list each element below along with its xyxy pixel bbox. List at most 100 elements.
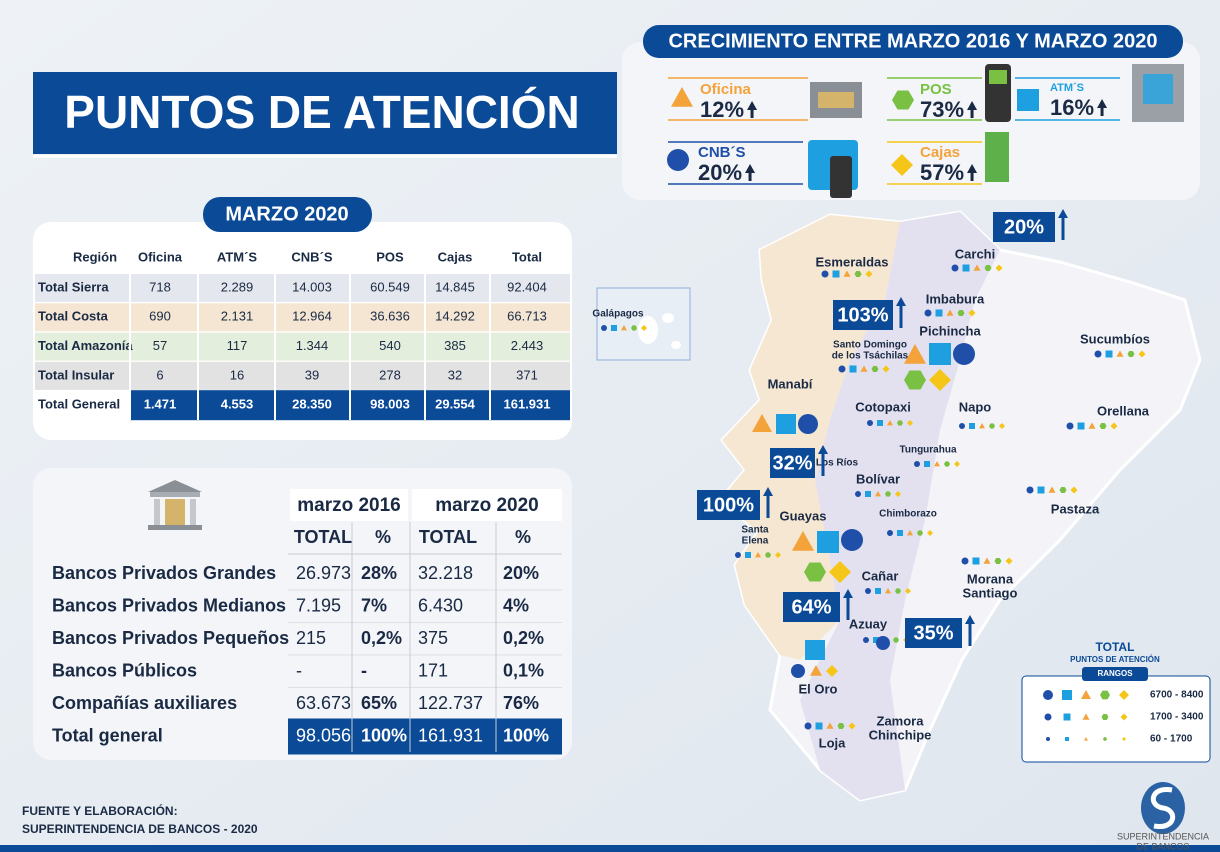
- growth-callout: 32%: [772, 452, 812, 474]
- hexagon-symbol: [854, 270, 862, 278]
- triangle-symbol: [843, 270, 851, 277]
- triangle-symbol: [1048, 486, 1056, 493]
- table2-cell: -: [361, 660, 367, 680]
- arrow-head: [967, 101, 978, 110]
- arrow-head: [745, 164, 756, 173]
- square-symbol: [1037, 486, 1045, 494]
- hexagon-symbol: [892, 90, 914, 110]
- region-label: Santo Domingo: [833, 340, 907, 351]
- circle-symbol: [863, 637, 869, 643]
- table1-cell: 92.404: [507, 279, 547, 294]
- table2-cell: 0,2%: [503, 628, 544, 648]
- diamond-symbol: [775, 552, 781, 558]
- triangle-symbol: [860, 365, 868, 372]
- footer-bar: [0, 845, 1220, 852]
- region-label: Esmeraldas: [816, 254, 889, 269]
- triangle-symbol: [875, 491, 881, 497]
- region-label: Cotopaxi: [855, 399, 911, 414]
- table1-row-label: Total Amazonía: [38, 338, 133, 353]
- triangle-symbol: [1116, 350, 1124, 357]
- region-label: Guayas: [780, 508, 827, 523]
- triangle-symbol: [752, 414, 772, 432]
- growth-callout-bg: [697, 490, 760, 520]
- region-label: Zamora: [877, 713, 925, 728]
- square-symbol: [929, 343, 951, 365]
- triangle-symbol: [887, 420, 893, 426]
- table2-row-label: Total general: [52, 725, 163, 745]
- table1-cell: 385: [444, 338, 466, 353]
- hexagon-symbol: [989, 423, 995, 429]
- table1-cell: 36.636: [370, 309, 410, 324]
- growth-callout: 100%: [703, 494, 754, 516]
- table1-header-cell: Región: [73, 249, 117, 264]
- hexagon-symbol: [765, 552, 771, 558]
- table2-cell: 161.931: [418, 725, 483, 745]
- square-symbol: [849, 365, 857, 373]
- diamond-symbol: [895, 491, 901, 497]
- growth-item-frame: [668, 141, 803, 185]
- source-line: SUPERINTENDENCIA DE BANCOS - 2020: [22, 822, 258, 836]
- region-label: Pichincha: [919, 323, 981, 338]
- region-label: Sucumbíos: [1080, 331, 1150, 346]
- diamond-symbol: [1120, 713, 1128, 721]
- table1-cell: 161.931: [504, 397, 551, 412]
- island: [671, 341, 681, 349]
- hexagon-symbol: [885, 491, 891, 497]
- hexagon-symbol: [1103, 737, 1107, 741]
- table2-cell: 63.673: [296, 693, 351, 713]
- table2-cell: 7%: [361, 595, 387, 615]
- diamond-symbol: [882, 365, 890, 373]
- pos-icon-screen: [989, 70, 1007, 84]
- circle-symbol: [959, 423, 965, 429]
- table2-subheader: TOTAL: [294, 527, 352, 547]
- table2-cell: 26.973: [296, 563, 351, 583]
- region-label: Morana: [967, 571, 1014, 586]
- diamond-symbol: [954, 461, 960, 467]
- square-symbol: [832, 270, 840, 278]
- growth-item-frame: [887, 141, 982, 185]
- hexagon-symbol: [804, 562, 826, 582]
- hexagon-symbol: [1059, 486, 1067, 494]
- legend-range: 6700 - 8400: [1150, 690, 1204, 701]
- square-symbol: [873, 637, 879, 643]
- hexagon-symbol: [1100, 690, 1110, 700]
- diamond-symbol: [1122, 737, 1126, 741]
- hexagon-symbol: [631, 325, 637, 331]
- circle-symbol: [876, 636, 890, 650]
- diamond-symbol: [999, 423, 1005, 429]
- hexagon-symbol: [984, 264, 992, 272]
- hexagon-symbol: [1127, 350, 1135, 358]
- table2-subheader: TOTAL: [419, 527, 477, 547]
- hexagon-symbol: [917, 530, 923, 536]
- office-icon-sign: [818, 92, 854, 108]
- table2-cell: 32.218: [418, 563, 473, 583]
- triangle-symbol: [1088, 422, 1096, 429]
- title: PUNTOS DE ATENCIÓN: [64, 86, 579, 138]
- bank-icon: [148, 480, 202, 530]
- table2-cell: 76%: [503, 693, 539, 713]
- region-label: Imbabura: [926, 291, 985, 306]
- region-label: de los Tsáchilas: [832, 351, 909, 362]
- square-symbol: [815, 722, 823, 730]
- table1-row-label: Total Sierra: [38, 279, 109, 294]
- circle-symbol: [865, 588, 871, 594]
- region-label: Napo: [959, 399, 992, 414]
- table1-cell: 1.344: [296, 338, 329, 353]
- legend-range: 60 - 1700: [1150, 734, 1193, 745]
- square-symbol: [897, 530, 903, 536]
- square-symbol: [877, 420, 883, 426]
- region-label: Carchi: [955, 246, 995, 261]
- triangle-symbol: [810, 665, 822, 676]
- region-label: Manabí: [768, 376, 813, 391]
- table1-cell: 66.713: [507, 309, 547, 324]
- hexagon-symbol: [837, 722, 845, 730]
- diamond-symbol: [829, 561, 851, 583]
- diamond-symbol: [1138, 350, 1146, 358]
- growth-callout: 103%: [837, 304, 888, 326]
- table1-cell: 39: [305, 367, 319, 382]
- table1-title: MARZO 2020: [225, 203, 348, 225]
- circle-symbol: [855, 491, 861, 497]
- table1-cell: 32: [448, 367, 462, 382]
- square-symbol: [745, 552, 751, 558]
- legend-range: 1700 - 3400: [1150, 712, 1204, 723]
